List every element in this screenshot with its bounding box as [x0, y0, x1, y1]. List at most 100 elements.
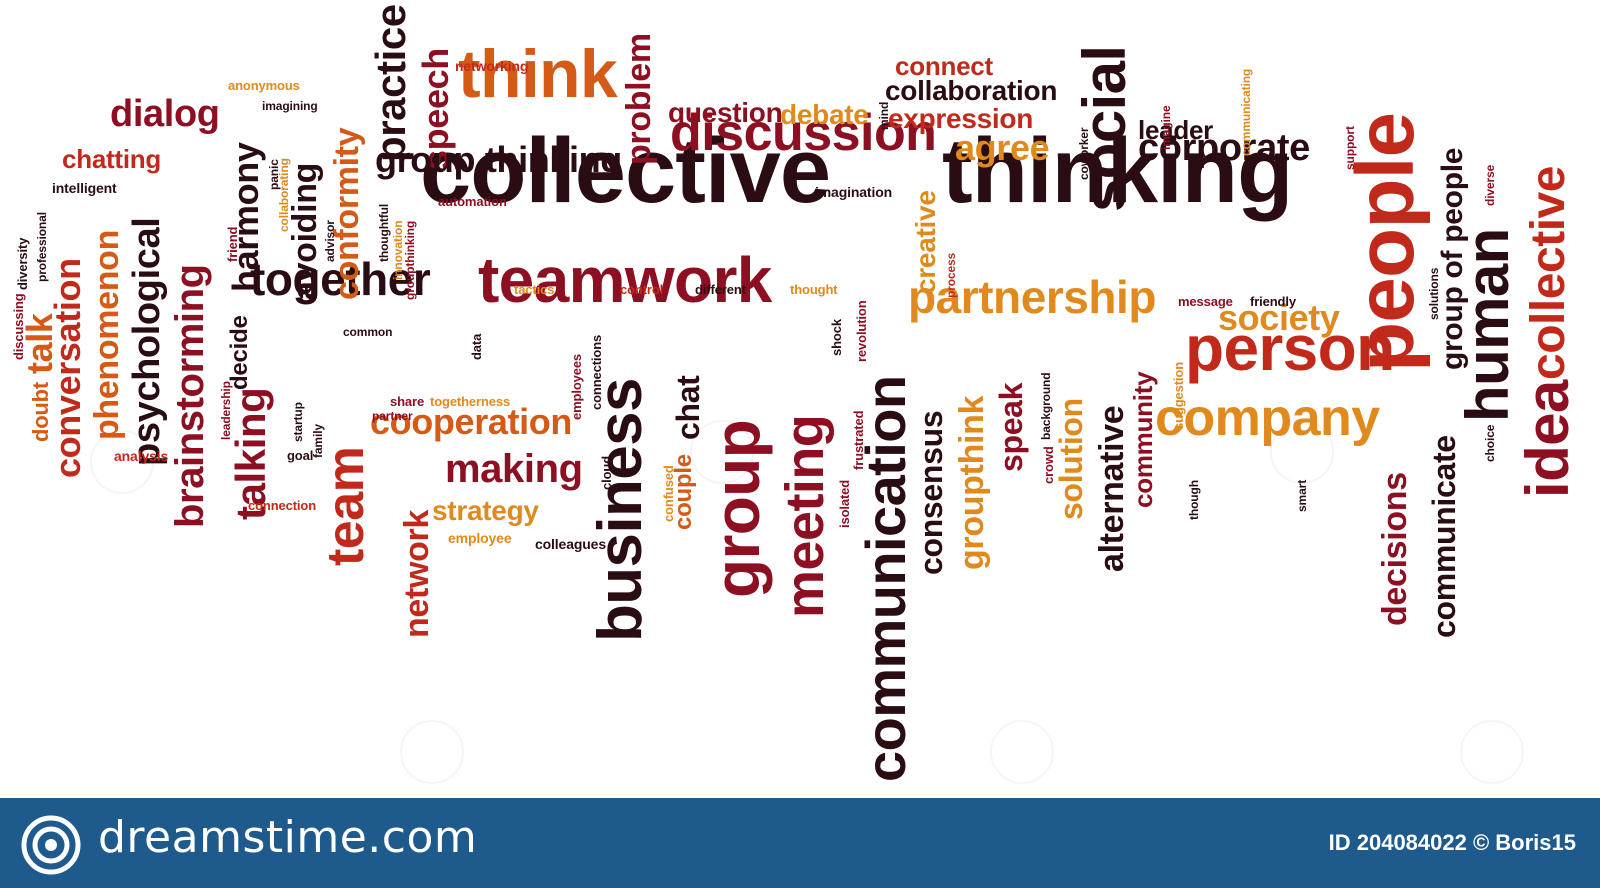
- cloud-word: corporate: [1138, 126, 1310, 169]
- cloud-word: message: [1178, 294, 1233, 310]
- cloud-word: leader: [1138, 114, 1214, 145]
- word-cloud: collective thinking communication teamwork g…: [11, 4, 1581, 784]
- cloud-word: alternative: [1093, 405, 1131, 572]
- watermark-circle: [990, 720, 1054, 784]
- cloud-word: thought: [790, 282, 838, 298]
- cloud-word: friendly: [1250, 294, 1296, 310]
- cloud-word: collaborating: [277, 158, 291, 232]
- cloud-word: anonymous: [228, 78, 300, 94]
- cloud-word: isolated: [837, 479, 852, 528]
- cloud-word: professional: [35, 212, 49, 282]
- cloud-word: startup: [291, 402, 305, 442]
- cloud-word: discussion: [670, 104, 937, 163]
- cloud-word: imagine: [1159, 105, 1173, 150]
- brand-name[interactable]: dreamstime.com: [98, 812, 478, 863]
- cloud-word: dialog: [110, 92, 220, 135]
- cloud-word: thinking: [942, 119, 1293, 222]
- cloud-word: communicate: [1426, 435, 1462, 638]
- cloud-word: diverse: [1483, 164, 1497, 206]
- watermark-circle: [1270, 420, 1334, 484]
- cloud-word: shock: [829, 319, 844, 356]
- watermark-circle: [690, 420, 754, 484]
- cloud-word: automation: [438, 194, 507, 210]
- cloud-word: discussing: [11, 293, 26, 360]
- cloud-word: think: [458, 36, 618, 113]
- cloud-word: community: [1128, 371, 1158, 508]
- cloud-word: choice: [1483, 424, 1497, 462]
- cloud-word: problem: [620, 33, 658, 165]
- cloud-word: suggestion: [1171, 361, 1186, 430]
- cloud-word: coworker: [1077, 127, 1091, 180]
- cloud-word: communication: [854, 375, 917, 782]
- cloud-word: share: [390, 394, 425, 410]
- cloud-word: different: [695, 282, 746, 298]
- cloud-word: imagination: [815, 183, 893, 200]
- cloud-word: teamwork: [478, 243, 772, 316]
- cloud-word: debate: [780, 99, 869, 131]
- cloud-word: togetherness: [430, 394, 511, 410]
- cloud-word: diversity: [15, 237, 30, 290]
- watermark-circle: [1460, 720, 1524, 784]
- cloud-word: company: [1155, 389, 1380, 448]
- cloud-word: speak: [993, 382, 1029, 472]
- cloud-word: person: [1185, 311, 1395, 384]
- cloud-word: connect: [895, 50, 993, 81]
- cloud-word: consensus: [913, 410, 949, 575]
- cloud-word: group thinking: [375, 139, 622, 181]
- cloud-word: solution: [1053, 398, 1089, 520]
- cloud-word: decide: [226, 315, 253, 390]
- cloud-word: creative: [910, 190, 941, 294]
- cloud-word: collective: [420, 119, 831, 222]
- cloud-word: business: [586, 378, 655, 642]
- cloud-word: psychological: [126, 217, 168, 466]
- cloud-word: network: [398, 510, 436, 638]
- cloud-word: intelligent: [52, 179, 117, 196]
- cloud-word: process: [944, 252, 958, 298]
- cloud-word: friend: [225, 226, 240, 262]
- dreamstime-logo-icon: [21, 815, 81, 875]
- cloud-word: team: [317, 446, 375, 566]
- footer-bar: dreamstime.com ID 204084022 © Boris15: [0, 798, 1600, 888]
- cloud-word: cooperation: [370, 401, 573, 443]
- cloud-word: partner: [372, 409, 413, 424]
- cloud-word: expression: [888, 103, 1034, 135]
- cloud-word: doubt: [28, 382, 53, 442]
- cloud-word: brainstorming: [168, 264, 212, 528]
- cloud-word: chat: [670, 375, 706, 440]
- cloud-word: frustrated: [851, 410, 866, 470]
- cloud-word: conformity: [328, 127, 366, 300]
- cloud-word: groupthinking: [403, 220, 417, 300]
- cloud-word: employee: [448, 529, 512, 546]
- cloud-word: tactics: [514, 282, 555, 298]
- cloud-word: confused: [661, 465, 676, 522]
- cloud-word: solutions: [1427, 267, 1441, 320]
- cloud-word: practice: [367, 4, 414, 162]
- image-credit: ID 204084022 © Boris15: [1328, 830, 1576, 855]
- cloud-word: collaboration: [885, 75, 1058, 107]
- cloud-word: talk: [19, 313, 60, 374]
- cloud-word: collective: [1522, 166, 1575, 380]
- cloud-word: together: [250, 253, 431, 306]
- cloud-word: colleagues: [535, 535, 606, 552]
- cloud-word: group: [701, 419, 773, 598]
- cloud-word: question: [668, 97, 783, 129]
- cloud-word: meeting: [775, 414, 835, 618]
- cloud-word: connections: [589, 334, 604, 410]
- cloud-word: common: [343, 325, 393, 340]
- cloud-word: avoiding: [286, 162, 324, 300]
- cloud-word: decisions: [1376, 472, 1414, 626]
- cloud-word: communicating: [1239, 68, 1253, 156]
- cloud-word: analysis: [114, 447, 169, 464]
- watermark-circle: [400, 720, 464, 784]
- cloud-word: control: [620, 282, 664, 298]
- cloud-word: revolution: [854, 300, 869, 362]
- watermark-circle: [90, 430, 154, 494]
- cloud-word: employees: [569, 353, 584, 420]
- cloud-word: mind: [877, 101, 891, 130]
- cloud-word: idea: [1514, 380, 1581, 498]
- cloud-word: chatting: [62, 143, 162, 174]
- cloud-word: making: [445, 447, 583, 492]
- cloud-word: connection: [248, 498, 317, 514]
- cloud-word: agree: [955, 127, 1050, 169]
- cloud-word: thoughtful: [377, 203, 391, 262]
